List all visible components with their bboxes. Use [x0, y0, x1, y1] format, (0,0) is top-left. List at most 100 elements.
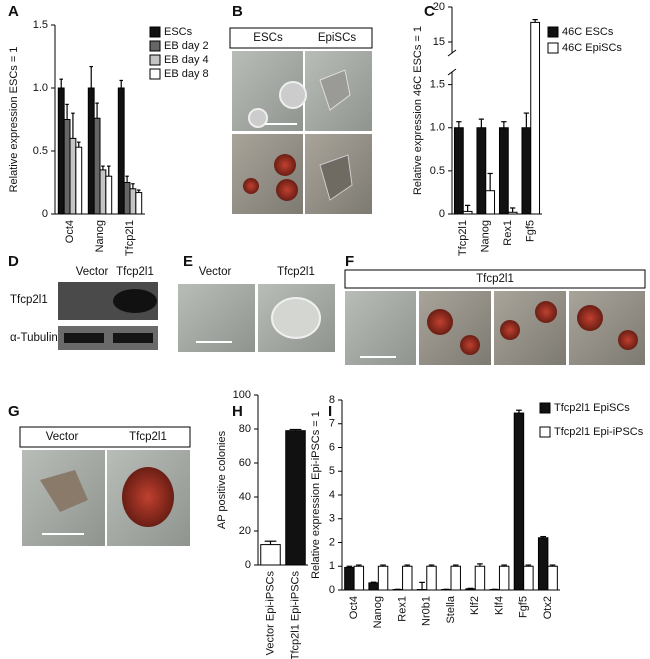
- error-bar: [71, 112, 75, 139]
- panel-letter: I: [328, 403, 332, 420]
- bar: [426, 565, 437, 591]
- axis-break: [447, 68, 457, 76]
- panel-letter: E: [183, 253, 193, 270]
- bar: [117, 87, 125, 215]
- panel-letter: G: [8, 403, 20, 420]
- panel-letter: H: [232, 403, 243, 420]
- colony: [460, 335, 480, 355]
- bar: [507, 211, 518, 215]
- error-bar: [65, 103, 69, 120]
- error-bar: [419, 581, 425, 590]
- image-header: EpiSCs: [318, 32, 357, 44]
- bar: [530, 21, 541, 215]
- error-bar: [89, 65, 93, 88]
- bar: [485, 190, 496, 215]
- bar: [344, 566, 355, 591]
- x-tick-label: Rex1: [502, 220, 514, 246]
- legend-label: ESCs: [164, 26, 193, 38]
- header-box: [344, 269, 646, 289]
- bar: [63, 119, 71, 215]
- legend-label: EB day 2: [164, 40, 209, 52]
- error-bar: [346, 565, 353, 568]
- error-bar: [523, 112, 529, 128]
- colony: [500, 320, 520, 340]
- x-tick-label: Oct4: [64, 220, 76, 243]
- error-bar: [501, 121, 507, 128]
- band: [113, 333, 153, 343]
- colony: [427, 309, 453, 335]
- y-tick-label: 0: [42, 208, 48, 220]
- lane-label: Vector: [76, 266, 109, 278]
- bar: [87, 87, 95, 215]
- error-bar: [380, 564, 386, 567]
- bar: [521, 127, 532, 215]
- x-tick-label: Vector Epi-iPSCs: [264, 571, 276, 656]
- y-axis-label: Relative expression Epi-iPSCs = 1: [310, 411, 322, 579]
- bar: [135, 192, 143, 215]
- y-tick-label: 0: [439, 208, 445, 220]
- y-tick-label: 40: [239, 491, 251, 503]
- legend-swatch: [149, 54, 161, 66]
- error-bar: [487, 172, 493, 191]
- y-tick-label: 1.0: [430, 122, 445, 134]
- y-tick-label: 0: [245, 559, 251, 571]
- y-tick-label: 20: [239, 525, 251, 537]
- bar: [465, 588, 476, 591]
- x-tick-label: Fgf5: [518, 596, 530, 618]
- legend-swatch: [149, 68, 161, 80]
- panel-letter: B: [232, 3, 243, 20]
- x-tick-label: Nanog: [372, 596, 384, 628]
- panel-f-images: Tfcp2l1: [344, 269, 646, 365]
- bar: [93, 117, 101, 215]
- error-bar: [137, 189, 141, 193]
- error-bar: [549, 564, 556, 567]
- error-bar: [107, 165, 111, 177]
- y-tick-label: 20: [433, 1, 445, 13]
- y-axis-label: AP positive colonies: [216, 430, 228, 529]
- panel-letter: F: [345, 253, 354, 270]
- colony: [618, 330, 638, 350]
- x-tick-label: Nanog: [94, 220, 106, 252]
- x-tick-label: Tfcp2l1 Epi-iPSCs: [289, 571, 301, 659]
- bar: [450, 565, 461, 591]
- y-tick-label: 60: [239, 457, 251, 469]
- panel-letter: C: [424, 3, 435, 20]
- error-bar: [125, 175, 129, 183]
- x-tick-label: Nanog: [480, 220, 492, 252]
- x-tick-label: Tfcp2l1: [124, 220, 136, 256]
- y-tick-label: 3: [329, 513, 335, 525]
- header-box: [19, 426, 191, 448]
- y-tick-label: 0.5: [430, 165, 445, 177]
- micrograph: [569, 291, 645, 365]
- y-tick-label: 15: [433, 36, 445, 48]
- y-tick-label: 100: [233, 389, 251, 401]
- bar: [474, 565, 486, 591]
- bar: [402, 565, 413, 591]
- error-bar: [456, 121, 462, 128]
- panel-g-images: Vector Tfcp2l1: [19, 426, 191, 546]
- y-tick-label: 1.5: [430, 79, 445, 91]
- legend-label: 46C ESCs: [562, 26, 614, 38]
- micrograph: [178, 284, 255, 352]
- y-tick-label: 1: [329, 560, 335, 572]
- legend-label: Tfcp2l1 EpiSCs: [554, 402, 630, 414]
- image-header: Tfcp2l1: [277, 266, 315, 278]
- y-axis-label: Relative expression ESCs = 1: [8, 47, 20, 193]
- error-bar: [119, 79, 123, 88]
- error-bar: [131, 183, 135, 189]
- image-header: Tfcp2l1: [129, 431, 167, 443]
- error-bar: [532, 19, 538, 23]
- bar: [476, 127, 487, 215]
- error-bar: [478, 118, 484, 128]
- cells: [40, 470, 88, 512]
- legend-label: 46C EpiSCs: [562, 42, 622, 54]
- error-bar: [77, 141, 81, 148]
- x-tick-label: Nr0b1: [421, 596, 433, 626]
- error-bar: [59, 78, 63, 88]
- colony: [122, 467, 174, 527]
- bar: [353, 565, 365, 591]
- x-tick-label: Klf4: [493, 596, 505, 615]
- lane-label: Tfcp2l1: [116, 266, 154, 278]
- error-bar: [356, 564, 362, 567]
- error-bar: [501, 564, 508, 567]
